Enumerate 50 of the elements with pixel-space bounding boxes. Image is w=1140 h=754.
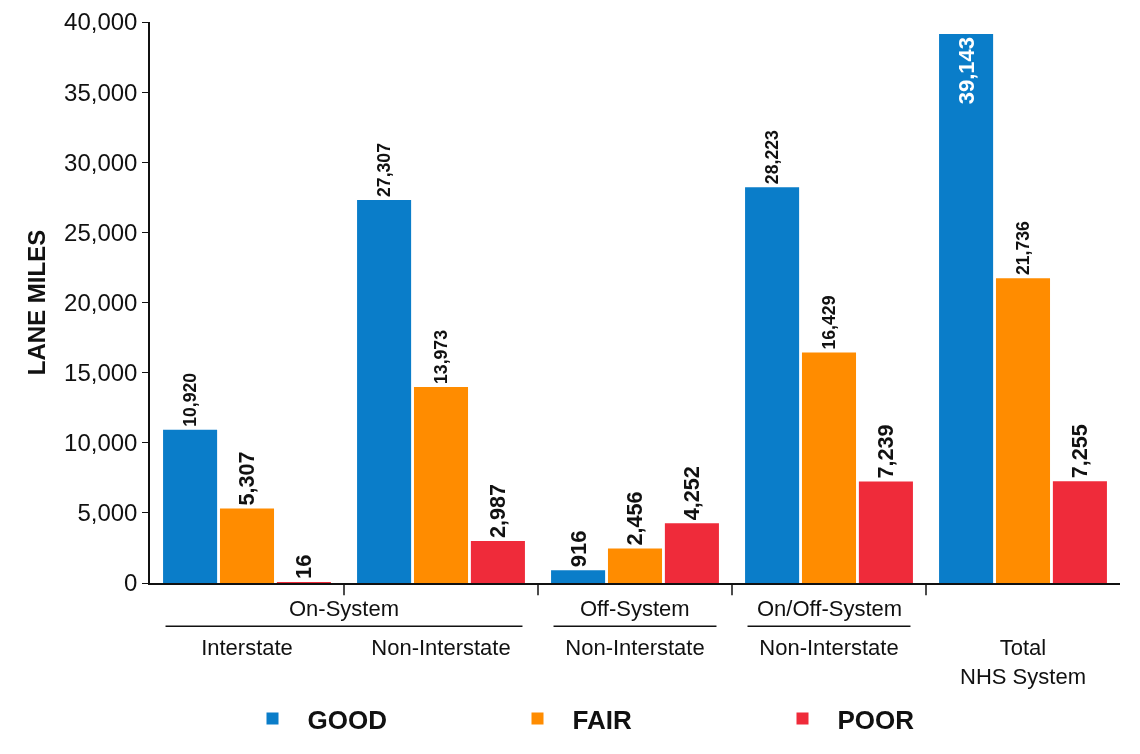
y-tick-label: 40,000 (64, 8, 138, 36)
text: On-System (289, 596, 400, 621)
bar (995, 278, 1051, 583)
x-tick-label: Non-Interstate (565, 635, 705, 661)
text: Off-System (580, 596, 690, 621)
data-label: 10,920 (180, 372, 201, 427)
y-tick-label: 10,000 (64, 429, 138, 457)
bar (801, 352, 857, 583)
y-tick-label: 30,000 (64, 148, 138, 176)
x-tick-label: Total NHS System (960, 635, 1086, 689)
data-label: 4,252 (679, 466, 705, 521)
bar (551, 570, 606, 583)
bar (939, 34, 994, 583)
legend-label: FAIR (572, 704, 632, 735)
data-label: 7,255 (1067, 424, 1093, 479)
x-tick-label: Non-Interstate (759, 635, 899, 661)
x-tick-label: Interstate (201, 635, 293, 661)
data-label: 13,973 (431, 329, 452, 385)
y-tick-label: 5,000 (77, 499, 138, 527)
data-label: 28,223 (762, 129, 783, 185)
data-label: 2,987 (485, 484, 511, 539)
y-tick-label: 25,000 (64, 218, 138, 246)
data-label: 16 (291, 554, 317, 579)
data-label: 7,239 (873, 424, 899, 479)
y-tick-label: 35,000 (64, 78, 138, 106)
legend-label: GOOD (307, 704, 387, 735)
data-label: 21,736 (1013, 220, 1034, 276)
data-label: 16,429 (819, 295, 840, 350)
y-tick-label: 0 (124, 569, 138, 597)
x-tick-label: Non-Interstate (371, 635, 511, 661)
data-label: 2,456 (622, 491, 648, 546)
data-label: 27,307 (374, 142, 395, 197)
bar (1052, 481, 1107, 583)
data-label: 5,307 (234, 451, 260, 506)
bar (163, 429, 218, 583)
bar (664, 523, 719, 583)
bar (858, 481, 913, 583)
y-tick-label: 15,000 (64, 359, 138, 387)
bar (357, 200, 412, 583)
bar (470, 541, 525, 583)
data-label: 39,143 (953, 37, 979, 105)
bar (745, 187, 800, 583)
data-label: 916 (565, 530, 591, 568)
y-tick-label: 20,000 (64, 288, 138, 316)
bar (413, 387, 469, 583)
y-axis-title: LANE MILES (22, 229, 50, 376)
legend-label: POOR (837, 704, 915, 735)
text: On/Off-System (757, 596, 903, 621)
bar (607, 548, 663, 583)
bar (219, 508, 275, 583)
